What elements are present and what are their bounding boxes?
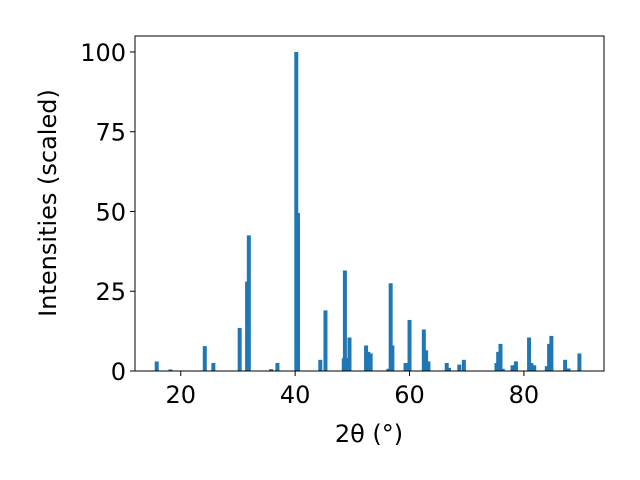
bar	[510, 365, 515, 371]
bar	[529, 363, 534, 371]
bar	[426, 361, 431, 371]
bar	[566, 368, 571, 371]
y-tick-label: 0	[111, 358, 126, 386]
bar	[457, 364, 462, 371]
x-tick-label: 60	[394, 381, 425, 409]
bar	[513, 361, 518, 371]
bar	[444, 363, 449, 371]
bar	[421, 329, 426, 371]
bar	[390, 345, 395, 371]
bar	[563, 359, 568, 371]
bar	[500, 368, 505, 371]
bar	[347, 337, 352, 371]
plot-frame	[134, 35, 605, 372]
bar	[498, 343, 503, 371]
y-tick-label: 25	[95, 278, 126, 306]
bar	[237, 327, 242, 371]
bar	[323, 310, 328, 371]
y-axis-title: Intensities (scaled)	[34, 89, 62, 317]
bar	[532, 365, 537, 371]
y-axis-ticks: 0 25 50 75 100	[80, 39, 135, 386]
bar	[386, 368, 391, 371]
bar	[246, 235, 251, 371]
bar	[269, 369, 274, 371]
bar	[424, 350, 429, 371]
bar	[275, 363, 280, 371]
x-axis-ticks: 20 40 60 80	[165, 371, 539, 409]
bar	[403, 363, 408, 371]
bar	[342, 270, 347, 371]
bar	[294, 51, 299, 371]
x-axis-title: 2θ (°)	[335, 420, 403, 448]
bar	[366, 351, 371, 371]
bar	[407, 319, 412, 371]
bar	[496, 351, 501, 371]
bar	[544, 366, 549, 371]
y-tick-label: 50	[95, 198, 126, 226]
bar	[211, 363, 216, 371]
bar	[202, 346, 207, 371]
bar	[364, 345, 369, 371]
bars-group	[154, 51, 582, 371]
bar	[547, 343, 552, 371]
bar	[154, 361, 159, 371]
bar	[168, 369, 173, 371]
x-tick-label: 40	[280, 381, 311, 409]
y-tick-label: 100	[80, 39, 126, 67]
bar	[461, 359, 466, 371]
bar	[318, 359, 323, 371]
bar	[549, 335, 554, 371]
y-tick-label: 75	[95, 119, 126, 147]
bar	[368, 353, 373, 371]
x-tick-label: 80	[509, 381, 540, 409]
bar	[577, 353, 582, 371]
bar	[388, 283, 393, 371]
bar	[296, 213, 300, 371]
bar	[447, 367, 451, 371]
x-tick-label: 20	[165, 381, 196, 409]
bar	[527, 337, 532, 371]
